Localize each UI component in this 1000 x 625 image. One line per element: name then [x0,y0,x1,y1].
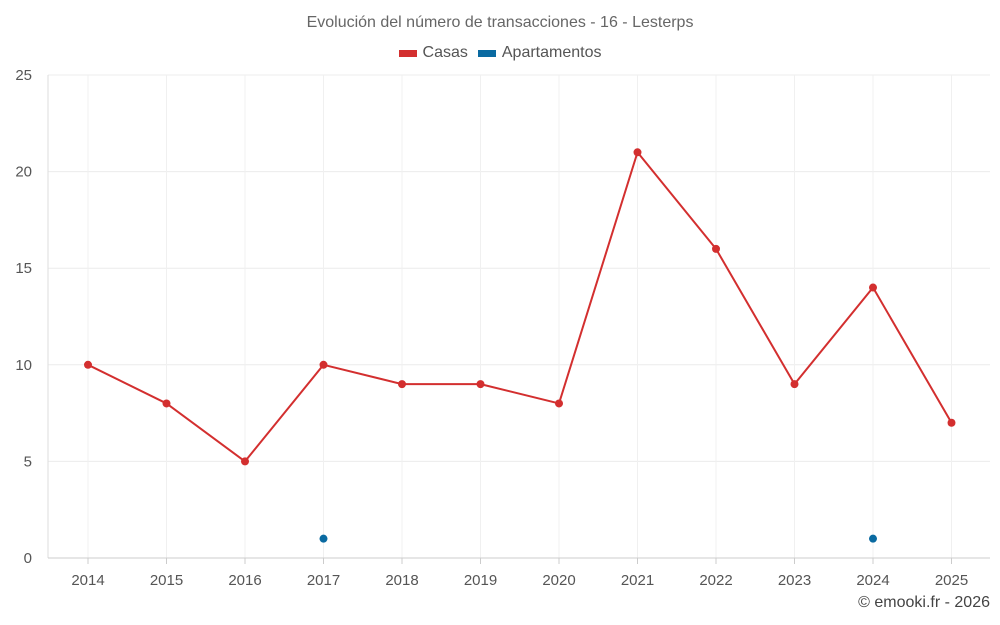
legend-item-apartamentos[interactable]: Apartamentos [477,44,602,62]
data-point-casas[interactable] [869,283,877,292]
y-tick-label: 20 [15,164,32,181]
y-tick-label: 25 [15,67,32,84]
x-tick-label: 2022 [699,572,732,589]
data-point-casas[interactable] [555,399,563,408]
data-point-casas[interactable] [712,244,720,253]
legend-swatch-casas [398,49,417,57]
y-tick-label: 0 [24,550,32,567]
data-point-apartamentos[interactable] [869,534,877,543]
x-tick-label: 2020 [542,572,575,589]
data-point-casas[interactable] [241,457,249,466]
chart-legend: Casas Apartamentos [0,44,1000,62]
x-tick-label: 2023 [778,572,811,589]
x-tick-label: 2018 [385,572,418,589]
chart-title: Evolución del número de transacciones - … [306,14,694,31]
data-point-casas[interactable] [633,148,642,157]
x-tick-label: 2024 [856,572,889,589]
data-point-casas[interactable] [476,380,485,389]
x-tick-label: 2014 [71,572,104,589]
legend-item-casas[interactable]: Casas [398,44,468,62]
legend-label-casas: Casas [422,44,468,61]
data-point-casas[interactable] [398,380,406,389]
x-tick-label: 2021 [621,572,654,589]
y-tick-label: 15 [15,260,32,277]
data-point-casas[interactable] [947,418,956,427]
x-tick-label: 2015 [150,572,183,589]
x-tick-label: 2017 [307,572,340,589]
legend-label-apartamentos: Apartamentos [501,44,602,61]
data-point-casas[interactable] [84,360,92,369]
copyright-text: © emooki.fr - 2026 [858,594,990,611]
data-point-apartamentos[interactable] [319,534,328,543]
y-tick-label: 5 [24,453,32,470]
x-tick-label: 2016 [228,572,261,589]
x-tick-label: 2019 [464,572,497,589]
data-point-casas[interactable] [162,399,171,408]
y-tick-label: 10 [15,357,32,374]
data-point-casas[interactable] [790,380,799,389]
series-line-casas [87,151,953,463]
legend-swatch-apartamentos [477,49,496,57]
x-tick-label: 2025 [935,572,968,589]
data-point-casas[interactable] [319,360,328,369]
